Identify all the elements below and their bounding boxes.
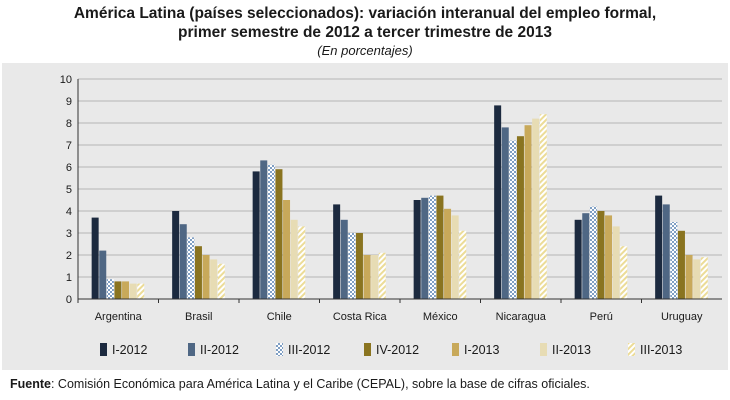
y-tick-label: 8 <box>66 118 72 130</box>
bar-iv-2012-2 <box>275 169 283 299</box>
chart-panel: 0 1 2 3 4 5 6 7 8 9 10 Argentina Brasil Chile Costa Ri… <box>2 63 728 370</box>
legend-label-iii-2013: III-2013 <box>640 343 682 357</box>
bar-ii-2012-3 <box>340 219 348 299</box>
legend-swatch-iii-2012 <box>276 343 283 356</box>
bar-ii-2012-1 <box>179 224 187 299</box>
bar-i-2012-1 <box>172 211 180 299</box>
y-tick-label: 1 <box>66 272 72 284</box>
category-label: Uruguay <box>661 311 703 323</box>
bar-iii-2012-6 <box>589 206 597 299</box>
legend-swatch-iii-2013 <box>628 343 635 356</box>
chart-title-line-1: América Latina (países seleccionados): v… <box>73 5 657 22</box>
bar-i-2012-5 <box>494 105 502 300</box>
bar-ii-2012-6 <box>582 213 590 299</box>
bar-i-2012-2 <box>252 171 260 299</box>
bar-iii-2013-0 <box>137 283 145 299</box>
source-note: Fuente: Comisión Económica para América … <box>10 377 590 391</box>
bar-i-2012-7 <box>655 195 663 299</box>
y-tick-label: 3 <box>66 228 72 240</box>
bar-iii-2013-6 <box>620 246 628 299</box>
chart-subtitle: (En porcentajes) <box>317 43 413 58</box>
bar-ii-2012-2 <box>260 160 268 299</box>
category-label: Perú <box>590 311 613 323</box>
source-label: Fuente <box>10 377 51 391</box>
source-text: : Comisión Económica para América Latina… <box>50 377 590 391</box>
bar-i-2013-7 <box>685 255 693 299</box>
bar-iv-2012-6 <box>597 211 605 299</box>
legend-swatch-i-2012 <box>100 343 107 356</box>
bar-ii-2013-3 <box>371 255 379 299</box>
y-tick-label: 0 <box>66 294 72 306</box>
bar-ii-2013-7 <box>693 259 701 299</box>
bar-ii-2013-4 <box>451 215 459 299</box>
category-label: Nicaragua <box>496 311 547 323</box>
bar-i-2013-0 <box>122 281 130 299</box>
legend-swatch-ii-2012 <box>188 343 195 356</box>
bar-iii-2012-4 <box>428 195 436 299</box>
bar-ii-2013-2 <box>290 219 298 299</box>
bar-iv-2012-1 <box>194 246 202 299</box>
bar-iii-2013-4 <box>459 230 467 299</box>
bar-ii-2012-0 <box>99 250 107 299</box>
y-tick-label: 7 <box>66 140 72 152</box>
bar-ii-2013-0 <box>129 283 137 299</box>
bar-iii-2013-3 <box>378 252 386 299</box>
bar-ii-2013-1 <box>210 259 218 299</box>
bar-ii-2012-4 <box>421 197 429 299</box>
legend-swatch-i-2013 <box>452 343 459 356</box>
bar-i-2013-4 <box>444 208 452 299</box>
bar-iii-2012-2 <box>267 164 275 299</box>
legend-label-iii-2012: III-2012 <box>288 343 330 357</box>
bar-iv-2012-4 <box>436 195 444 299</box>
category-label: México <box>423 311 458 323</box>
bar-i-2012-0 <box>91 217 99 299</box>
y-tick-label: 2 <box>66 250 72 262</box>
category-label: Brasil <box>185 311 213 323</box>
bar-iii-2012-5 <box>509 140 517 299</box>
legend-label-iv-2012: IV-2012 <box>376 343 419 357</box>
category-label: Chile <box>267 311 292 323</box>
y-tick-label: 9 <box>66 96 72 108</box>
y-tick-label: 6 <box>66 162 72 174</box>
y-tick-label: 5 <box>66 184 72 196</box>
bar-i-2013-2 <box>283 200 291 299</box>
bar-iii-2013-1 <box>217 263 225 299</box>
bar-chart: 0 1 2 3 4 5 6 7 8 9 10 Argentina Brasil Chile Costa Ri… <box>60 74 722 357</box>
legend-label-i-2012: I-2012 <box>112 343 147 357</box>
bar-i-2013-5 <box>524 125 532 299</box>
bar-ii-2013-5 <box>532 118 540 299</box>
bar-ii-2012-5 <box>501 127 509 300</box>
legend-label-ii-2012: II-2012 <box>200 343 239 357</box>
bar-i-2013-1 <box>202 255 210 299</box>
legend-label-i-2013: I-2013 <box>464 343 499 357</box>
bar-i-2013-3 <box>363 255 371 299</box>
bar-iv-2012-5 <box>516 136 524 299</box>
bar-i-2012-6 <box>574 219 582 299</box>
bar-iv-2012-3 <box>355 233 363 299</box>
bar-iii-2013-7 <box>700 257 708 299</box>
chart-title-line-2: primer semestre de 2012 a tercer trimest… <box>178 24 552 41</box>
bar-i-2012-4 <box>413 200 421 299</box>
y-tick-label: 4 <box>66 206 72 218</box>
bar-i-2013-6 <box>605 215 613 299</box>
y-tick-label: 10 <box>60 74 72 86</box>
bar-iii-2012-1 <box>187 237 195 299</box>
category-label: Costa Rica <box>333 311 388 323</box>
bar-i-2012-3 <box>333 204 341 299</box>
bar-iv-2012-0 <box>114 281 122 299</box>
bar-ii-2012-7 <box>662 204 670 299</box>
bar-iii-2013-5 <box>539 114 547 299</box>
bar-ii-2013-6 <box>612 226 620 299</box>
legend-label-ii-2013: II-2013 <box>552 343 591 357</box>
legend-swatch-iv-2012 <box>364 343 371 356</box>
bar-iii-2012-7 <box>670 222 678 299</box>
bar-iii-2012-0 <box>106 279 114 299</box>
bar-iii-2012-3 <box>348 233 356 299</box>
bar-iii-2013-2 <box>298 226 306 299</box>
category-label: Argentina <box>95 311 143 323</box>
bar-iv-2012-7 <box>677 230 685 299</box>
legend-swatch-ii-2013 <box>540 343 547 356</box>
